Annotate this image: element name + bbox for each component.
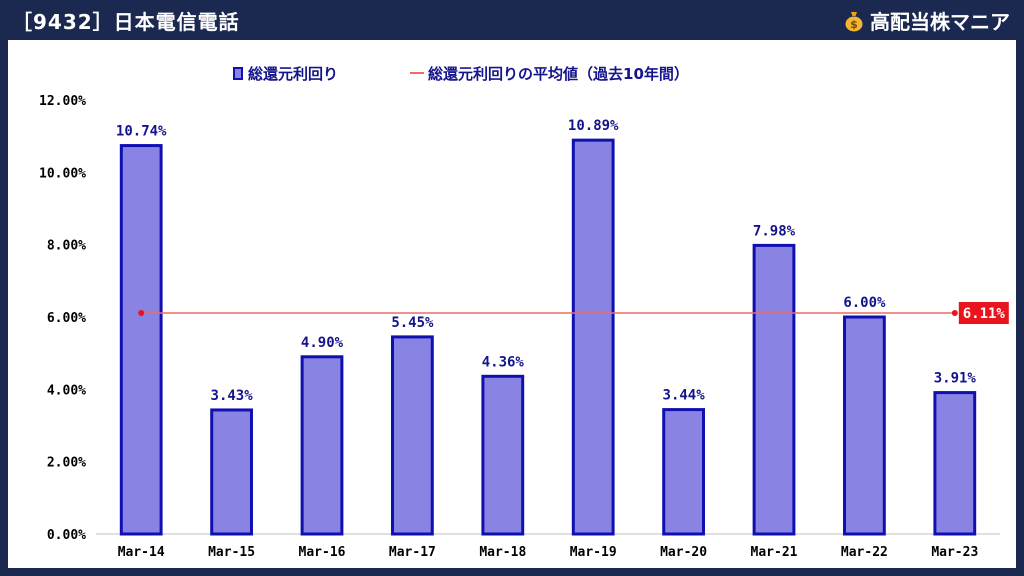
data-label: 3.91% [934, 371, 977, 387]
average-start-marker [138, 310, 145, 317]
bar [210, 408, 253, 536]
axes: 0.00% 2.00% 4.00% 6.00% 8.00% 10.00% 12.00% [39, 94, 1000, 543]
bar [391, 335, 434, 536]
bar [481, 374, 525, 536]
x-tick-label: Mar-16 [299, 545, 346, 560]
x-tick-label: Mar-21 [751, 545, 798, 560]
y-tick-label: 12.00% [39, 94, 86, 109]
legend: 総還元利回り 総還元利回りの平均値（過去10年間） [233, 65, 689, 83]
data-label: 5.45% [391, 315, 434, 331]
average-label-box [958, 302, 1009, 325]
x-tick-label: Mar-23 [931, 545, 978, 560]
bar [752, 243, 796, 536]
data-label: 4.90% [301, 335, 344, 351]
svg-text:$: $ [850, 18, 858, 31]
data-label: 10.74% [116, 124, 167, 140]
data-label: 10.89% [568, 118, 619, 134]
y-tick-label: 6.00% [47, 311, 86, 326]
bar [843, 315, 886, 536]
average-label: 6.11% [963, 306, 1006, 322]
data-label: 4.36% [482, 354, 525, 370]
data-label: 3.43% [211, 388, 254, 404]
page-title: ［9432］日本電信電話 [12, 10, 240, 34]
bar-chart: 総還元利回り 総還元利回りの平均値（過去10年間） 0.00% 2.00% 4.00… [39, 65, 1009, 560]
y-tick-label: 8.00% [47, 239, 86, 254]
average-end-marker [951, 310, 958, 317]
y-tick-label: 4.00% [47, 383, 86, 398]
chart-panel: 総還元利回り 総還元利回りの平均値（過去10年間） 0.00% 2.00% 4.00… [8, 40, 1016, 568]
legend-average-label: 総還元利回りの平均値（過去10年間） [428, 65, 689, 83]
y-tick-label: 10.00% [39, 166, 86, 181]
data-label: 6.00% [843, 295, 886, 311]
bar [662, 408, 705, 536]
bar [933, 391, 977, 536]
x-tick-label: Mar-14 [118, 545, 165, 560]
legend-bar-swatch [233, 67, 243, 80]
x-tick-label: Mar-22 [841, 545, 888, 560]
bar [119, 144, 163, 536]
x-tick-label: Mar-17 [389, 545, 436, 560]
x-tick-label: Mar-15 [208, 545, 255, 560]
bars: 10.74% Mar-14 3.43% Mar-15 4.90% Mar-16 5.45% M… [116, 118, 978, 560]
money-bag-icon: $ [845, 11, 863, 31]
bar [571, 138, 615, 536]
y-tick-label: 2.00% [47, 456, 86, 471]
x-tick-label: Mar-20 [660, 545, 707, 560]
y-tick-label: 0.00% [47, 528, 86, 543]
bar [300, 355, 344, 536]
legend-bar-label: 総還元利回り [248, 65, 338, 83]
brand-name: 高配当株マニア [870, 10, 1010, 34]
brand-logo: $ 高配当株マニア [844, 6, 1010, 35]
data-label: 7.98% [753, 223, 796, 239]
data-label: 3.44% [663, 388, 706, 404]
x-tick-label: Mar-18 [479, 545, 526, 560]
average-line-group: 6.11% [138, 302, 1009, 325]
header-bar: ［9432］日本電信電話 $ 高配当株マニア [0, 0, 1024, 38]
x-tick-label: Mar-19 [570, 545, 617, 560]
